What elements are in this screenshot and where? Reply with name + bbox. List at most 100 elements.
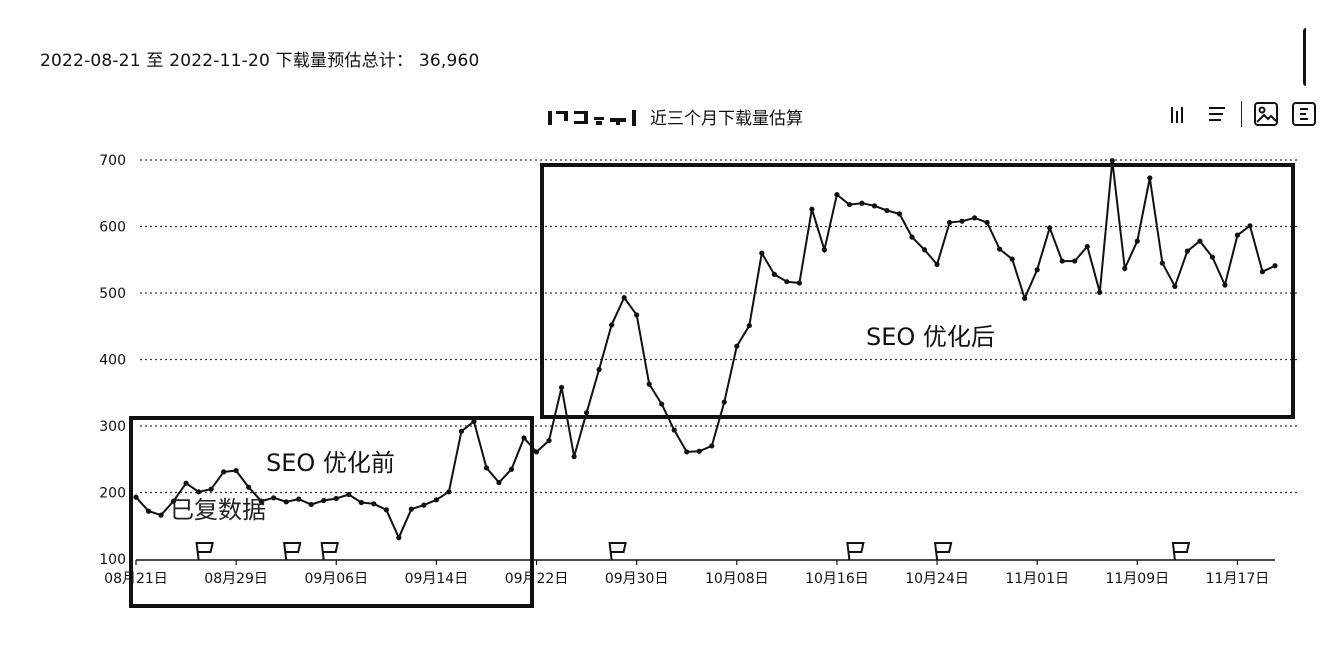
data-point — [821, 247, 828, 253]
data-point — [997, 246, 1003, 252]
data-point — [471, 418, 477, 424]
data-point — [283, 499, 289, 505]
flag-shape — [846, 542, 865, 561]
data-point — [859, 200, 865, 206]
grid-lines — [140, 159, 1300, 494]
data-point — [1134, 238, 1140, 244]
data-point — [609, 322, 615, 328]
y-tick-label: 300 — [99, 419, 126, 435]
flag-shape — [320, 542, 339, 561]
data-point — [671, 427, 677, 433]
seo-after-label: SEO 优化后 — [866, 323, 995, 351]
data-point — [371, 501, 377, 507]
data-point — [433, 497, 439, 503]
data-point — [1159, 260, 1165, 266]
data-point — [446, 489, 452, 495]
download-summary: 2022-08-21 至 2022-11-20 下载量预估总计： 36,960 — [40, 46, 480, 71]
data-point — [734, 343, 740, 349]
image-download-icon[interactable] — [1252, 100, 1280, 128]
y-axis-ticks: 100 200 300 400 500 600 700 — [99, 153, 126, 568]
data-point — [972, 215, 978, 221]
flag-shape — [1171, 542, 1191, 561]
x-tick-label: 10月24日 — [905, 571, 969, 587]
data-point — [296, 496, 302, 502]
event-flag-icon — [608, 542, 627, 561]
event-flag-icon — [195, 542, 214, 561]
data-point — [771, 271, 777, 277]
data-point — [1259, 269, 1266, 275]
data-point — [1209, 254, 1216, 260]
watermark-label: 已复数据 — [170, 496, 266, 524]
data-point — [696, 448, 702, 454]
data-point — [496, 479, 502, 486]
y-tick-label: 700 — [99, 153, 126, 169]
data-point — [1059, 258, 1065, 264]
data-point — [1009, 256, 1015, 262]
bar-chart-icon[interactable] — [1165, 100, 1193, 128]
series-polyline — [135, 160, 1276, 541]
data-point — [195, 489, 202, 495]
data-point — [533, 449, 540, 455]
summary-label: 2022-08-21 至 2022-11-20 下载量预估总计： — [40, 51, 414, 71]
data-point — [583, 410, 590, 416]
seo-before-label: SEO 优化前 — [266, 449, 395, 477]
data-point — [1247, 223, 1253, 229]
data-point — [1172, 283, 1178, 289]
data-point — [346, 491, 352, 498]
data-point — [1109, 158, 1115, 164]
data-point — [871, 203, 878, 209]
data-point — [170, 498, 177, 504]
chart-title-text: 近三个月下载量估算 — [650, 109, 803, 129]
data-point — [521, 435, 527, 441]
data-point — [183, 480, 189, 486]
data-point — [909, 234, 915, 240]
data-point — [921, 247, 928, 253]
data-point — [571, 453, 577, 460]
data-point — [1197, 238, 1203, 244]
x-tick-label: 09月06日 — [304, 571, 368, 587]
data-point — [1234, 232, 1241, 238]
data-point — [333, 495, 339, 502]
x-tick-label: 10月16日 — [805, 571, 869, 587]
data-point — [458, 428, 465, 434]
data-point — [659, 401, 665, 407]
data-point — [984, 219, 990, 226]
data-point — [383, 507, 389, 513]
toolbar-divider — [1241, 101, 1242, 127]
data-point — [208, 486, 214, 492]
data-point — [934, 261, 940, 268]
data-point — [796, 280, 802, 286]
x-tick-label: 09月30日 — [605, 571, 669, 587]
data-point — [1034, 267, 1040, 273]
x-tick-label: 11月09日 — [1105, 571, 1169, 587]
data-point — [258, 498, 264, 504]
data-point — [746, 322, 752, 329]
data-point — [558, 384, 565, 391]
data-point — [408, 506, 414, 512]
y-tick-label: 400 — [99, 353, 126, 369]
data-point — [546, 438, 552, 444]
x-tick-label: 08月29日 — [204, 571, 268, 587]
data-point — [221, 469, 227, 475]
series-points — [133, 158, 1278, 541]
window-frame-edge — [1303, 28, 1310, 86]
x-tick-label: 09月22日 — [505, 571, 569, 587]
data-point — [246, 484, 252, 490]
data-point — [809, 206, 815, 212]
data-point — [1222, 282, 1228, 288]
y-tick-label: 600 — [99, 220, 126, 236]
data-point — [483, 465, 490, 471]
data-point — [308, 501, 314, 508]
flag-shape — [933, 542, 953, 561]
data-point — [1122, 265, 1128, 271]
data-point — [1047, 225, 1053, 231]
event-markers — [195, 542, 1191, 561]
data-point — [646, 381, 652, 387]
data-point — [621, 295, 627, 301]
data-point — [634, 312, 640, 318]
data-point — [596, 366, 602, 373]
data-view-icon[interactable] — [1290, 100, 1318, 128]
list-icon[interactable] — [1203, 100, 1231, 128]
redacted-title-glyph — [546, 108, 646, 126]
